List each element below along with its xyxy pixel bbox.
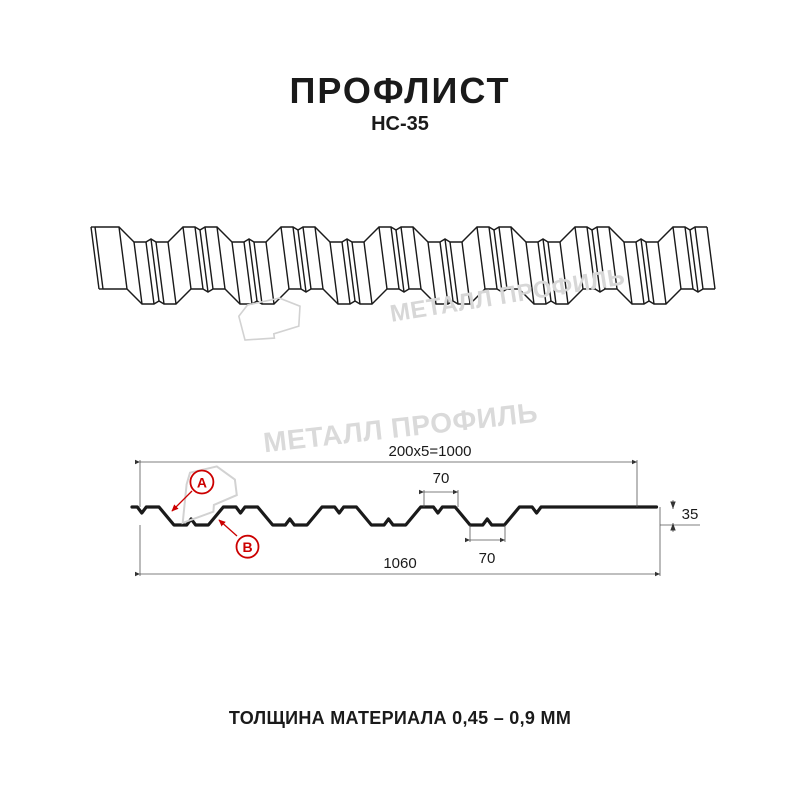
svg-text:A: A [197, 475, 207, 491]
svg-text:70: 70 [433, 470, 450, 487]
svg-text:B: B [242, 539, 252, 555]
svg-text:1060: 1060 [383, 555, 416, 572]
svg-text:70: 70 [479, 550, 496, 567]
svg-text:200x5=1000: 200x5=1000 [389, 443, 472, 460]
svg-text:35: 35 [682, 506, 699, 523]
